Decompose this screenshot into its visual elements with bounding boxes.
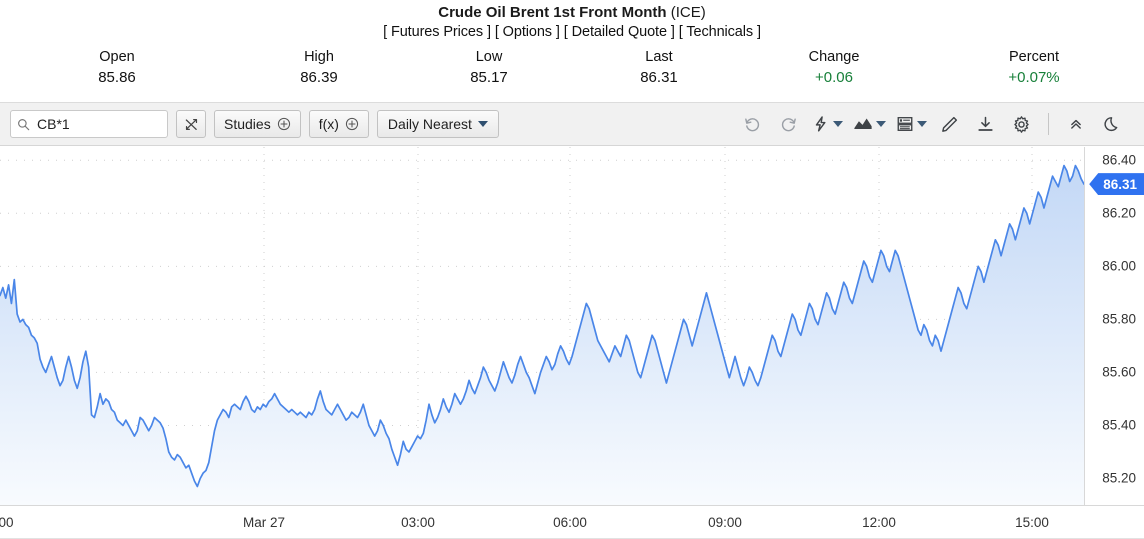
quote-last-value: 86.31 xyxy=(640,69,678,86)
chart-toolbar: CB*1 Studies f(x) Daily Nearest xyxy=(0,102,1144,146)
settings-gear-icon xyxy=(1013,115,1029,133)
x-axis-label: 06:00 xyxy=(553,515,587,530)
interval-dropdown[interactable]: Daily Nearest xyxy=(376,110,499,138)
draw-button[interactable] xyxy=(931,109,967,139)
chevron-down-icon xyxy=(876,121,886,127)
symbol-search-input[interactable]: CB*1 xyxy=(10,110,168,138)
dark-mode-button[interactable] xyxy=(1094,109,1130,139)
quote-percent-value: +0.07% xyxy=(1008,69,1060,86)
draw-pencil-icon xyxy=(941,116,957,132)
download-icon xyxy=(977,116,993,131)
x-axis-line xyxy=(0,505,1084,506)
quote-high: High 86.39 xyxy=(234,48,404,88)
quote-percent: Percent +0.07% xyxy=(924,48,1144,88)
quote-last-label: Last xyxy=(645,49,673,65)
page-title: Crude Oil Brent 1st Front Month (ICE) xyxy=(0,3,1144,22)
plus-circle-icon xyxy=(277,117,290,131)
redo-button[interactable] xyxy=(770,109,806,139)
quote-open-label: Open xyxy=(99,49,135,65)
chevron-down-icon xyxy=(917,121,927,127)
plot-separator xyxy=(1084,147,1085,505)
x-axis-label: 00 xyxy=(0,515,14,530)
y-axis-label: 86.40 xyxy=(1102,152,1136,168)
interval-label: Daily Nearest xyxy=(387,116,472,132)
symbol-search-value: CB*1 xyxy=(37,116,70,132)
events-dropdown[interactable] xyxy=(806,109,847,139)
dark-mode-moon-icon xyxy=(1103,116,1117,131)
chart-plot[interactable] xyxy=(0,147,1084,505)
page-header: Crude Oil Brent 1st Front Month (ICE) [ … xyxy=(0,0,1144,42)
studies-label: Studies xyxy=(224,116,271,132)
quote-last: Last 86.31 xyxy=(574,48,744,88)
price-area-chart xyxy=(0,147,1084,505)
x-axis-label: 15:00 xyxy=(1015,515,1049,530)
download-button[interactable] xyxy=(967,109,1003,139)
y-axis[interactable]: 86.40 86.20 86.00 85.80 85.60 85.40 85.20 86.31 xyxy=(1085,147,1144,505)
functions-label: f(x) xyxy=(318,116,339,132)
redo-icon xyxy=(781,117,796,131)
price-line xyxy=(0,164,1084,488)
quote-change-label: Change xyxy=(808,49,860,65)
plus-circle-icon xyxy=(345,117,359,131)
nav-link-options[interactable]: [ Options ] xyxy=(494,24,560,40)
layout-table-icon xyxy=(897,117,913,131)
quote-low-value: 85.17 xyxy=(470,69,508,86)
studies-button[interactable]: Studies xyxy=(214,110,301,138)
quote-percent-label: Percent xyxy=(1009,49,1059,65)
compare-arrows-icon xyxy=(185,118,197,130)
y-axis-label: 85.80 xyxy=(1102,311,1136,327)
quote-change: Change +0.06 xyxy=(744,48,924,88)
last-price-badge: 86.31 xyxy=(1089,173,1144,196)
page-title-main: Crude Oil Brent 1st Front Month xyxy=(438,4,667,21)
events-lightning-icon xyxy=(815,116,826,132)
price-area-fill xyxy=(0,165,1084,505)
chart-type-icon xyxy=(854,118,872,129)
undo-button[interactable] xyxy=(734,109,770,139)
nav-links: [ Futures Prices ] [ Options ] [ Detaile… xyxy=(0,22,1144,42)
page-title-exchange: (ICE) xyxy=(670,4,706,21)
quote-strip: Open 85.86 High 86.39 Low 85.17 Last 86.… xyxy=(0,48,1144,88)
chevron-down-icon xyxy=(477,121,488,127)
toolbar-right-group xyxy=(734,109,1144,139)
quote-low-label: Low xyxy=(475,49,503,65)
x-axis-label: 12:00 xyxy=(862,515,896,530)
y-axis-label: 85.40 xyxy=(1102,417,1136,433)
x-axis-line-right xyxy=(1084,505,1144,506)
quote-low: Low 85.17 xyxy=(404,48,574,88)
undo-icon xyxy=(744,117,759,131)
x-axis-label: 09:00 xyxy=(708,515,742,530)
settings-button[interactable] xyxy=(1003,109,1039,139)
y-axis-label: 85.60 xyxy=(1102,364,1136,380)
quote-change-value: +0.06 xyxy=(815,69,853,86)
functions-button[interactable]: f(x) xyxy=(308,110,369,138)
y-axis-label: 86.20 xyxy=(1102,205,1136,221)
quote-open: Open 85.86 xyxy=(0,48,234,88)
quote-open-value: 85.86 xyxy=(98,69,136,86)
y-axis-label: 86.00 xyxy=(1102,258,1136,274)
quote-high-value: 86.39 xyxy=(300,69,338,86)
layout-dropdown[interactable] xyxy=(890,109,931,139)
nav-link-detailed-quote[interactable]: [ Detailed Quote ] xyxy=(563,24,675,40)
toolbar-divider xyxy=(1048,113,1049,135)
nav-link-futures-prices[interactable]: [ Futures Prices ] xyxy=(383,24,491,40)
collapse-button[interactable] xyxy=(1058,109,1094,139)
quote-high-label: High xyxy=(304,49,334,65)
x-axis-label: Mar 27 xyxy=(242,515,286,530)
toolbar-left-group: CB*1 Studies f(x) Daily Nearest xyxy=(0,110,499,138)
chart-type-dropdown[interactable] xyxy=(847,109,890,139)
search-icon xyxy=(18,118,30,130)
collapse-chevron-icon xyxy=(1071,119,1081,129)
chevron-down-icon xyxy=(833,121,843,127)
chart-area: 86.40 86.20 86.00 85.80 85.60 85.40 85.20 86.31… xyxy=(0,147,1144,539)
y-axis-label: 85.20 xyxy=(1102,470,1136,486)
compare-symbols-button[interactable] xyxy=(176,110,206,138)
x-axis-label: 03:00 xyxy=(401,515,435,530)
nav-link-technicals[interactable]: [ Technicals ] xyxy=(678,24,761,40)
